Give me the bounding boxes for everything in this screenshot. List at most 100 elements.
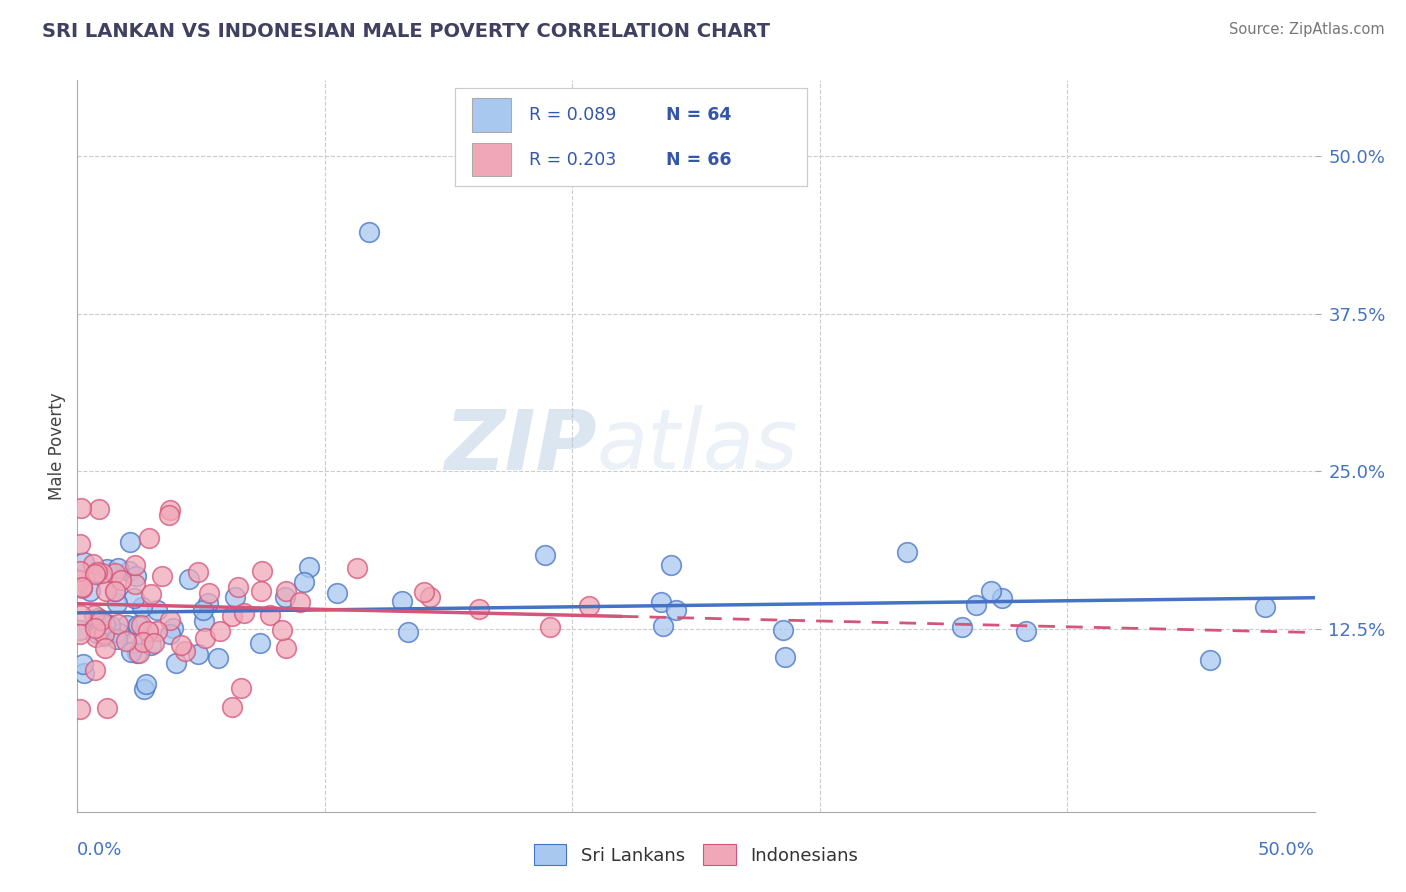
Point [107,617,129,632]
Point [72,657,94,672]
Point [98,617,121,632]
Point [118,564,141,578]
Point [83,567,105,582]
Point [89,622,111,636]
Point [69,537,91,551]
Point [139,639,162,653]
Point [104,566,127,580]
Point [73,666,96,681]
Point [104,584,127,599]
Point [274,590,297,604]
Point [224,590,246,604]
Point [534,548,557,562]
Point [965,598,987,612]
Point [1199,653,1222,667]
Point [96,584,118,599]
Point [298,559,321,574]
Point [229,681,252,695]
Point [105,596,128,610]
Point [162,621,184,635]
Point [131,600,153,615]
Point [83,664,105,678]
Point [90,566,112,581]
Text: SRI LANKAN VS INDONESIAN MALE POVERTY CORRELATION CHART: SRI LANKAN VS INDONESIAN MALE POVERTY CO… [42,22,770,41]
Point [177,572,200,586]
Point [221,608,243,623]
Point [73,556,96,570]
Point [122,591,145,606]
Point [578,599,600,614]
Point [170,638,193,652]
Point [125,569,148,583]
Point [90,614,112,628]
Point [93,627,115,641]
Point [79,583,101,598]
Point [288,594,311,608]
Point [69,623,91,637]
Point [250,564,273,578]
Point [197,596,219,610]
Point [159,626,181,640]
Point [271,624,294,638]
Point [165,657,187,671]
Point [174,644,197,658]
Point [129,618,152,632]
Text: 50.0%: 50.0% [1258,841,1315,859]
Point [207,651,229,665]
Point [232,606,254,620]
Point [69,573,91,587]
Point [1254,600,1277,615]
Point [107,561,129,575]
Point [194,632,217,646]
Point [128,646,150,660]
Point [226,580,249,594]
Point [94,640,117,655]
Point [650,594,672,608]
Point [391,594,413,608]
Point [70,580,93,594]
Point [115,633,138,648]
Point [197,585,219,599]
Point [69,627,91,641]
Point [138,531,160,545]
Point [950,620,973,634]
Point [104,584,127,599]
Point [136,624,159,639]
Point [121,636,143,650]
Point [83,607,105,622]
Point [96,562,118,576]
Point [413,584,436,599]
Point [187,565,209,579]
Point [980,584,1002,599]
Point [134,681,156,696]
Point [419,591,441,605]
Point [772,623,794,637]
Point [396,624,419,639]
Point [209,624,232,638]
Point [94,617,117,632]
Text: ZIP: ZIP [444,406,598,486]
Point [110,573,132,587]
Point [157,508,180,522]
Point [186,647,208,661]
Point [124,558,146,572]
Point [250,583,273,598]
Point [89,501,111,516]
Point [896,545,918,559]
Y-axis label: Male Poverty: Male Poverty [48,392,66,500]
Point [70,501,93,516]
Point [274,584,297,599]
Point [665,603,688,617]
Point [105,632,128,646]
Point [191,603,214,617]
Point [117,618,139,632]
Point [346,561,368,575]
Point [70,582,93,596]
Point [249,636,271,650]
Point [159,613,181,627]
Point [132,635,155,649]
Point [652,618,675,632]
Point [135,677,157,691]
Point [69,564,91,578]
Point [108,625,131,640]
